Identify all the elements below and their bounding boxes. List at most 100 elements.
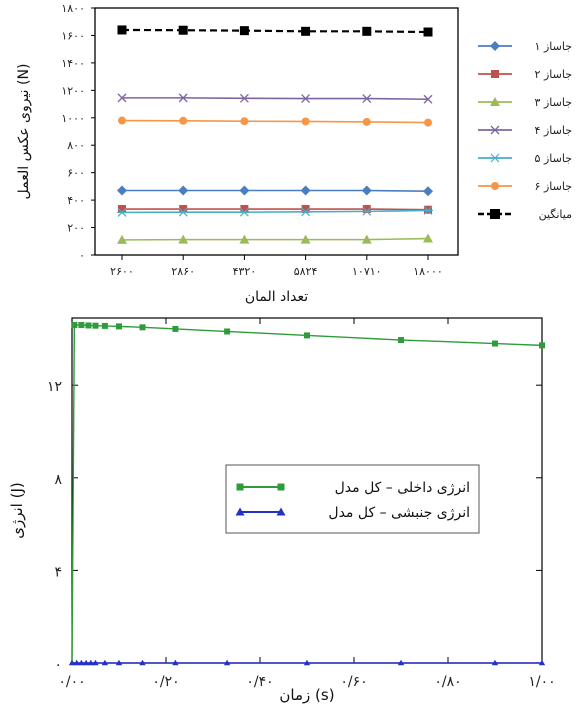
x-tick-label: ۴۳۲۰ — [233, 265, 257, 278]
data-point — [361, 185, 372, 196]
legend-marker — [490, 41, 500, 51]
legend-label: جاساز ۱ — [535, 40, 572, 53]
data-point — [68, 659, 76, 666]
x-tick-label: ۰/۴۰ — [246, 674, 273, 690]
series-line — [121, 209, 429, 214]
legend-marker — [277, 483, 285, 491]
data-point — [239, 234, 250, 244]
x-tick-label: ۲۶۰۰ — [110, 265, 134, 278]
x-tick-label: ۰/۶۰ — [340, 674, 367, 690]
data-point — [362, 205, 371, 214]
legend-marker — [491, 70, 499, 78]
y-tick-label: ۸۰۰ — [67, 139, 85, 152]
data-point — [240, 117, 249, 126]
y-axis-label: نیروی عکس العمل (N) — [16, 64, 32, 200]
data-point — [397, 659, 405, 666]
data-point — [492, 340, 498, 347]
legend-label: جاساز ۳ — [535, 96, 572, 109]
data-point — [301, 94, 311, 104]
data-point — [304, 332, 310, 339]
data-point — [101, 659, 109, 666]
legend-marker — [276, 507, 286, 516]
data-point — [538, 659, 546, 666]
data-point — [224, 328, 231, 335]
y-tick-label: ۱۶۰۰ — [61, 29, 85, 42]
data-point — [300, 234, 311, 244]
x-tick-label: ۰/۲۰ — [152, 674, 179, 690]
legend-box — [225, 464, 480, 534]
data-point — [117, 185, 127, 196]
data-point — [172, 325, 179, 332]
series-line — [121, 237, 429, 241]
data-point — [300, 207, 311, 217]
data-point — [92, 659, 99, 666]
data-point — [362, 26, 372, 36]
legend-label: جاساز ۵ — [535, 152, 572, 165]
x-tick-label: ۱۰۷۱۰ — [352, 265, 382, 278]
data-point — [423, 233, 433, 243]
data-point — [78, 322, 85, 328]
data-point — [118, 205, 126, 214]
legend-marker — [491, 182, 499, 190]
legend-label: جاساز ۲ — [535, 68, 572, 81]
data-point — [179, 205, 188, 214]
y-tick-label: ۰ — [54, 657, 62, 673]
x-axis-label: تعداد المان — [245, 289, 308, 305]
x-tick-label: ۱۸۰۰۰ — [413, 265, 443, 278]
data-point — [423, 205, 433, 215]
y-tick-label: ۱۴۰۰ — [61, 57, 85, 70]
y-tick-label: ۱۸۰۰ — [61, 2, 85, 15]
legend-label: انرژی جنبشی – کل مدل — [328, 505, 470, 521]
legend-marker — [490, 97, 500, 106]
data-point — [398, 337, 404, 344]
y-tick-label: ۸ — [54, 472, 62, 488]
data-point — [301, 117, 310, 126]
x-tick-label: ۰/۰۰ — [58, 674, 85, 690]
data-point — [115, 659, 123, 666]
data-point — [423, 27, 433, 37]
legend-marker — [490, 125, 500, 135]
data-point — [223, 659, 231, 666]
x-tick-label: ۵۸۲۴ — [294, 265, 318, 278]
y-tick-label: ۱۲ — [47, 379, 62, 395]
data-point — [92, 322, 99, 329]
data-point — [178, 185, 189, 196]
legend-marker — [235, 507, 245, 516]
y-tick-label: ۰ — [79, 249, 85, 262]
legend-marker — [236, 483, 244, 491]
series-line — [122, 97, 429, 101]
data-point — [301, 26, 311, 36]
data-point — [240, 205, 249, 214]
x-tick-label: ۱/۰۰ — [528, 674, 555, 690]
data-point — [178, 207, 189, 217]
data-point — [117, 208, 127, 217]
data-point — [301, 205, 310, 214]
legend-marker — [490, 153, 500, 163]
data-point — [73, 659, 80, 666]
data-point — [117, 25, 127, 35]
data-point — [300, 185, 311, 196]
series-line — [122, 208, 429, 211]
x-tick-label: ۰/۸۰ — [434, 674, 461, 690]
plot-area-1 — [94, 7, 459, 256]
y-axis-label: انرژی (J) — [8, 482, 26, 539]
data-point — [239, 93, 249, 103]
y-tick-label: ۱۲۰۰ — [61, 84, 85, 97]
y-tick-label: ۱۰۰۰ — [61, 112, 85, 125]
data-point — [539, 342, 545, 349]
data-point — [78, 659, 85, 666]
data-point — [87, 659, 94, 666]
data-point — [71, 322, 78, 328]
data-point — [118, 116, 126, 125]
data-point — [423, 94, 433, 104]
data-point — [139, 324, 146, 331]
data-point — [116, 323, 122, 330]
data-point — [424, 118, 432, 127]
data-point — [178, 25, 188, 35]
data-point — [178, 93, 188, 103]
y-tick-label: ۶۰۰ — [67, 167, 85, 180]
legend-label: میانگین — [539, 208, 573, 221]
data-point — [239, 26, 249, 36]
y-tick-label: ۴ — [54, 564, 62, 580]
data-point — [117, 93, 127, 103]
